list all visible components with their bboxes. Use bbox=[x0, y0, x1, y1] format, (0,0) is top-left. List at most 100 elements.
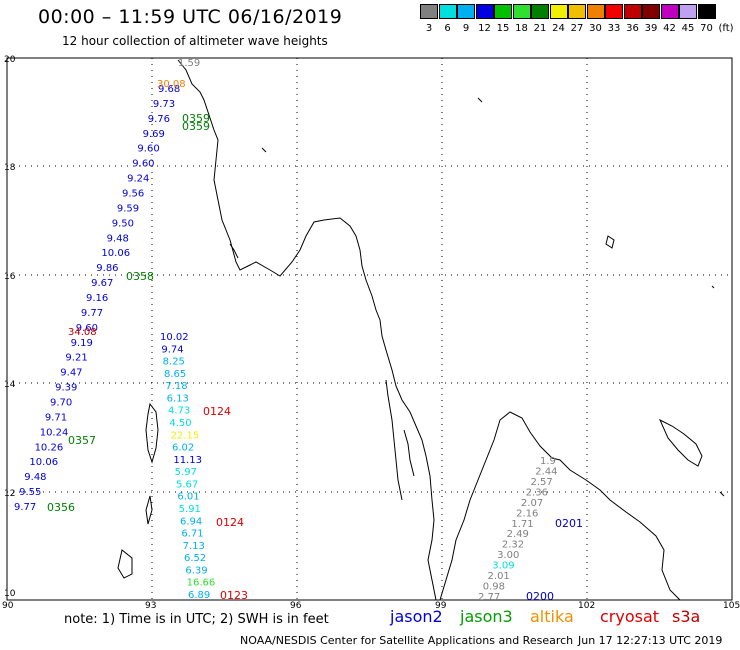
swh-value-label: 3.00 bbox=[497, 550, 519, 561]
swh-value-label: 11.13 bbox=[173, 455, 202, 466]
legend-label: 12 bbox=[478, 23, 491, 34]
swh-value-label: 9.59 bbox=[117, 203, 139, 214]
legend-swatch bbox=[457, 4, 475, 19]
swh-value-label: 1.71 bbox=[511, 519, 533, 530]
legend-label: 3 bbox=[425, 23, 433, 34]
swh-value-label: 9.76 bbox=[148, 114, 170, 125]
x-tick-90: 90 bbox=[2, 601, 14, 611]
x-tick-102: 102 bbox=[578, 601, 595, 611]
legend-swatch bbox=[531, 4, 549, 19]
legend-label: 42 bbox=[663, 23, 676, 34]
legend-swatch bbox=[623, 4, 642, 19]
footer-note: note: 1) Time is in UTC; 2) SWH is in fe… bbox=[64, 612, 329, 627]
legend-swatch bbox=[512, 4, 531, 19]
legend-label: 24 bbox=[552, 23, 565, 34]
swh-value-label: 9.60 bbox=[137, 144, 159, 155]
swh-value-label: 9.48 bbox=[107, 233, 129, 244]
legend-swatch bbox=[568, 4, 586, 19]
value-34-08: 34.08 bbox=[68, 327, 97, 338]
timestamp-text: Jun 17 12:27:13 UTC 2019 bbox=[578, 634, 723, 647]
swh-value-label: 6.13 bbox=[167, 393, 189, 404]
time-label-0124a: 0124 bbox=[203, 405, 231, 418]
swh-value-label: 5.67 bbox=[176, 479, 198, 490]
coastline bbox=[117, 59, 725, 601]
swh-value-label: 9.77 bbox=[14, 502, 36, 513]
swh-value-label: 5.91 bbox=[179, 504, 201, 515]
map-frame bbox=[6, 57, 733, 601]
y-tick-10: 10 bbox=[4, 589, 16, 599]
swh-value-label: 2.16 bbox=[516, 508, 538, 519]
time-label-0358: 0358 bbox=[126, 270, 154, 283]
legend-label: 70 bbox=[700, 23, 713, 34]
swh-value-label: 7.18 bbox=[165, 381, 187, 392]
swh-value-label: 8.65 bbox=[164, 369, 186, 380]
legend-label: 45 bbox=[681, 23, 695, 34]
time-label-0201: 0201 bbox=[555, 517, 583, 530]
legend-label: 33 bbox=[607, 23, 621, 34]
swh-value-label: 9.19 bbox=[71, 338, 93, 349]
legend-label: 9 bbox=[462, 23, 470, 34]
legend-swatch bbox=[586, 4, 605, 19]
y-tick-14: 14 bbox=[4, 380, 16, 390]
swh-value-label: 6.94 bbox=[180, 516, 202, 527]
time-label-0356: 0356 bbox=[47, 501, 75, 514]
swh-value-label: 9.48 bbox=[24, 472, 46, 483]
sat-jason2: jason2 bbox=[390, 607, 443, 626]
value-30-08: 30.08 bbox=[157, 79, 186, 90]
swh-value-label: 2.77 bbox=[478, 592, 500, 603]
swh-value-label: 5.97 bbox=[175, 467, 197, 478]
swh-value-label: 4.50 bbox=[169, 418, 191, 429]
sat-s3a: s3a bbox=[672, 607, 701, 626]
swh-value-label: 2.44 bbox=[535, 466, 557, 477]
swh-value-label: 9.70 bbox=[50, 398, 72, 409]
y-tick-16: 16 bbox=[4, 272, 16, 282]
legend-swatch bbox=[475, 4, 494, 19]
legend-label: 27 bbox=[570, 23, 584, 34]
swh-value-label: 6.39 bbox=[185, 565, 207, 576]
swh-value-label: 6.52 bbox=[184, 553, 206, 564]
legend-label: 21 bbox=[533, 23, 547, 34]
swh-value-label: 9.86 bbox=[96, 263, 118, 274]
swh-value-label: 10.26 bbox=[35, 442, 64, 453]
swh-value-label: 10.02 bbox=[160, 332, 189, 343]
swh-value-label: 9.60 bbox=[132, 159, 154, 170]
swh-value-label: 6.71 bbox=[181, 529, 203, 540]
swh-value-label: 9.16 bbox=[86, 293, 108, 304]
swh-value-label: 9.74 bbox=[161, 344, 183, 355]
swh-value-label: 10.06 bbox=[29, 457, 58, 468]
track-3-labels: 2.770.982.013.093.002.322.491.712.162.07… bbox=[478, 456, 557, 603]
time-label-0359-dup: 0359 bbox=[182, 120, 210, 133]
time-label-0200: 0200 bbox=[526, 590, 554, 603]
swh-value-label: 9.39 bbox=[55, 383, 77, 394]
time-label-0359: 0359 bbox=[182, 112, 210, 125]
value-1-59: 1.59 bbox=[178, 58, 200, 69]
sat-cryosat: cryosat bbox=[600, 607, 660, 626]
legend-swatch bbox=[494, 4, 512, 19]
sat-altika: altika bbox=[530, 607, 574, 626]
swh-value-label: 2.01 bbox=[488, 571, 510, 582]
legend-swatch bbox=[679, 4, 697, 19]
legend-label: 36 bbox=[626, 23, 639, 34]
legend-label: 30 bbox=[589, 23, 602, 34]
legend-swatch bbox=[642, 4, 660, 19]
legend-swatch bbox=[660, 4, 679, 19]
x-tick-93: 93 bbox=[145, 601, 156, 611]
swh-value-label: 1.9 bbox=[540, 456, 556, 467]
swh-value-label: 6.89 bbox=[188, 590, 210, 601]
swh-value-label: 6.02 bbox=[172, 443, 194, 454]
grid-lines bbox=[7, 58, 732, 600]
swh-value-label: 2.32 bbox=[502, 540, 524, 551]
swh-value-label: 9.21 bbox=[65, 353, 87, 364]
swh-value-label: 9.47 bbox=[60, 368, 82, 379]
swh-value-label: 9.73 bbox=[153, 99, 175, 110]
swh-value-label: 9.24 bbox=[127, 174, 149, 185]
swh-value-label: 9.60 bbox=[76, 323, 98, 334]
legend-swatch bbox=[697, 4, 716, 19]
swh-value-label: 2.57 bbox=[530, 477, 552, 488]
x-tick-96: 96 bbox=[290, 601, 302, 611]
swh-value-label: 6.01 bbox=[177, 492, 199, 503]
swh-value-label: 9.55 bbox=[19, 487, 41, 498]
time-label-0357: 0357 bbox=[68, 434, 96, 447]
